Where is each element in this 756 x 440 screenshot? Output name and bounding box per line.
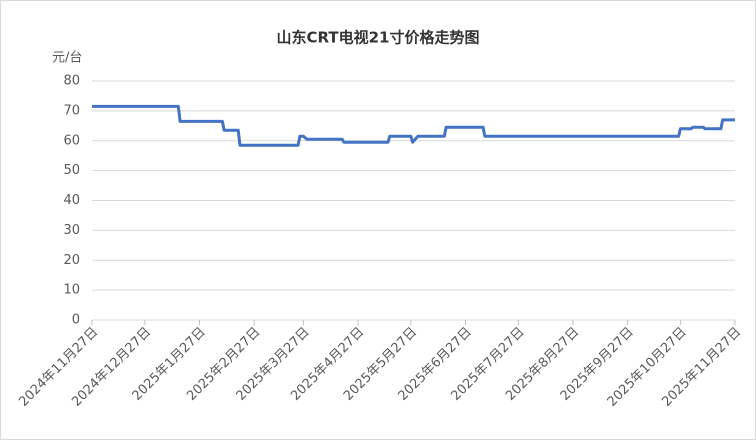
line-series	[92, 104, 735, 147]
y-tick-label: 50	[63, 163, 80, 178]
y-tick-label: 10	[63, 283, 80, 298]
y-tick-label: 40	[63, 193, 80, 208]
chart-title: 山东CRT电视21寸价格走势图	[277, 29, 480, 47]
y-tick-label: 30	[63, 223, 80, 238]
y-tick-label: 20	[63, 253, 80, 268]
y-axis-label: 元/台	[52, 51, 82, 66]
y-tick-label: 60	[63, 133, 80, 148]
y-tick-label: 70	[63, 103, 80, 118]
y-tick-label: 0	[72, 313, 80, 328]
y-tick-label: 80	[63, 74, 80, 89]
